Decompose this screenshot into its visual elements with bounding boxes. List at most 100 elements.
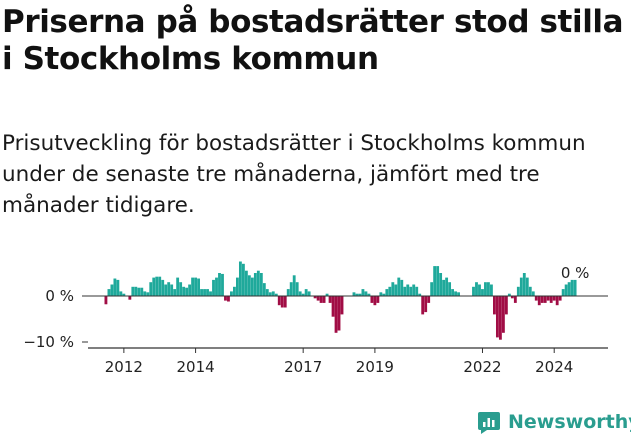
bar	[134, 286, 138, 296]
bar	[451, 289, 454, 296]
bar	[149, 282, 153, 296]
bar	[534, 296, 538, 301]
bar	[495, 296, 499, 338]
x-tick-label: 2022	[463, 358, 501, 376]
bar	[373, 296, 377, 306]
bar	[430, 282, 434, 296]
bar	[140, 287, 144, 296]
bar	[256, 270, 260, 296]
bar	[286, 289, 290, 296]
chart-bars	[104, 261, 577, 340]
bar	[493, 296, 496, 315]
bar	[418, 293, 422, 296]
bar	[415, 286, 419, 296]
bar	[173, 289, 177, 296]
bar	[448, 282, 452, 296]
bar	[146, 292, 150, 296]
bar	[209, 291, 212, 296]
bar	[128, 296, 132, 300]
bar	[104, 296, 108, 305]
bar	[379, 292, 383, 296]
bar	[325, 293, 329, 296]
bar	[519, 277, 523, 296]
bar	[313, 296, 317, 299]
bar	[445, 277, 449, 296]
bar	[334, 296, 338, 333]
bar	[298, 291, 302, 296]
bar	[316, 296, 320, 301]
bar	[391, 282, 395, 296]
bar	[403, 286, 407, 296]
bar	[454, 291, 457, 296]
bar	[155, 276, 159, 296]
bar	[385, 289, 389, 296]
bar	[122, 293, 126, 296]
bar	[283, 296, 287, 308]
brand-name: Newsworthy	[508, 411, 631, 433]
bar	[507, 293, 511, 296]
bar	[439, 273, 443, 296]
bar	[170, 284, 174, 296]
bar	[304, 289, 308, 296]
bar	[337, 296, 341, 331]
bar	[543, 296, 547, 303]
bar	[268, 292, 272, 296]
bar	[167, 282, 171, 296]
bar	[265, 289, 269, 296]
bar	[227, 296, 230, 302]
bar	[490, 284, 493, 296]
bar	[478, 284, 481, 296]
bar	[412, 284, 416, 296]
bar	[382, 293, 386, 296]
bar	[442, 279, 446, 296]
bar	[358, 293, 362, 296]
bar	[537, 296, 541, 306]
last-value-label: 0 %	[561, 264, 590, 282]
bar	[484, 282, 487, 296]
bar	[292, 275, 296, 296]
x-tick-label: 2014	[176, 358, 214, 376]
chart-subtitle: Prisutveckling för bostadsrätter i Stock…	[2, 131, 586, 218]
bar	[137, 287, 141, 296]
bar-chart: 0 % −10 % 2012 2014 2017 2019 2022 2024 0 %	[23, 261, 608, 376]
bar	[522, 273, 526, 296]
bar	[110, 284, 114, 296]
x-tick-label: 2019	[356, 358, 394, 376]
bar	[215, 277, 218, 296]
bar	[253, 273, 257, 296]
bar	[510, 296, 514, 299]
bar	[376, 296, 380, 303]
bar	[164, 284, 168, 296]
bar	[241, 263, 245, 296]
bar	[233, 286, 236, 296]
bar	[206, 289, 209, 296]
bar	[457, 292, 460, 296]
bar	[331, 296, 335, 317]
bar	[570, 279, 574, 296]
bar	[558, 296, 562, 301]
bar	[555, 296, 559, 306]
bar	[436, 266, 440, 296]
newsworthy-logo-icon	[478, 412, 500, 434]
bar	[400, 279, 404, 296]
bar	[528, 286, 532, 296]
bar	[531, 291, 535, 296]
chart-gridlines	[82, 295, 88, 343]
bar	[504, 296, 508, 315]
bar	[113, 278, 117, 296]
bar	[197, 278, 200, 296]
bar	[262, 283, 266, 296]
bar	[119, 291, 123, 296]
bar	[409, 286, 413, 296]
bar	[230, 291, 233, 296]
bar	[158, 276, 162, 296]
bar	[191, 277, 195, 296]
bar	[573, 279, 577, 296]
bar	[295, 282, 299, 296]
bar	[340, 296, 344, 315]
bar	[546, 296, 550, 301]
bar	[364, 291, 368, 296]
bar	[179, 282, 183, 296]
bar	[421, 296, 425, 315]
bar	[274, 293, 278, 296]
